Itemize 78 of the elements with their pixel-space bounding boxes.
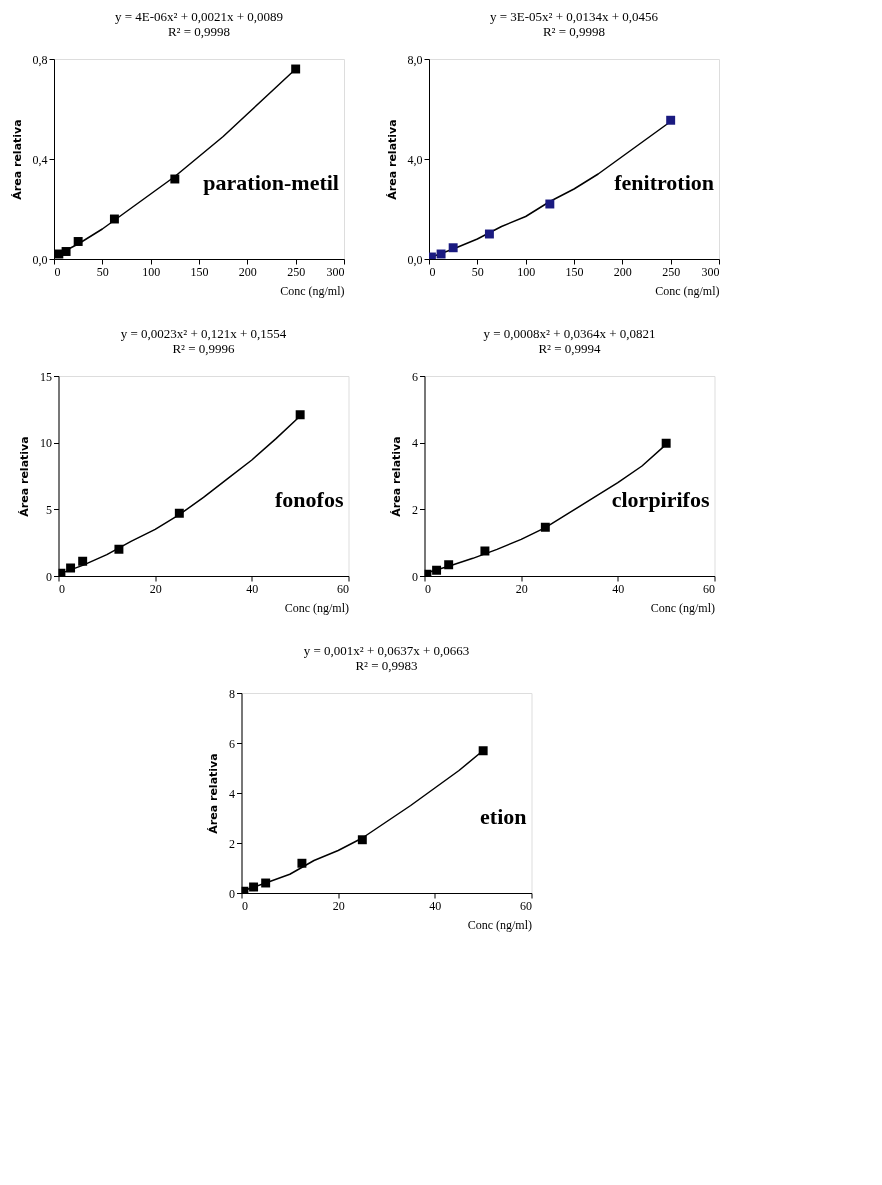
y-axis-title: Área relativa — [390, 436, 403, 517]
y-tick-label: 0,4 — [32, 152, 48, 167]
point — [109, 214, 119, 224]
point — [73, 237, 83, 246]
y-tick-label: 15 — [40, 369, 52, 384]
y-tick-label: 2 — [412, 502, 418, 517]
annotation: clorpirifos — [611, 487, 710, 512]
x-tick-label: 40 — [612, 581, 625, 596]
x-tick-label: 200 — [613, 264, 632, 279]
y-tick-label: 0 — [412, 569, 418, 584]
y-tick-label: 5 — [46, 502, 52, 517]
text: R² = 0,9994 — [538, 341, 602, 356]
y-axis-title: Área relativa — [18, 436, 31, 517]
y-tick-label: 8,0 — [407, 52, 423, 67]
x-axis-title: Conc (ng/ml) — [650, 600, 715, 615]
point — [666, 115, 676, 125]
x-axis-title: Conc (ng/ml) — [280, 283, 345, 298]
x-tick-label: 250 — [287, 264, 306, 279]
x-tick-label: 40 — [246, 581, 259, 596]
y-tick-label: 0,8 — [32, 52, 48, 67]
y-tick-label: 4 — [229, 786, 235, 801]
x-tick-label: 40 — [429, 898, 442, 913]
x-tick-label: 50 — [96, 264, 109, 279]
text: y = 0,001x² + 0,0637x + 0,0663 — [303, 643, 470, 658]
x-tick-label: 0 — [429, 264, 436, 279]
text: y = 3E-05x² + 0,0134x + 0,0456 — [489, 9, 659, 24]
text: R² = 0,9983 — [355, 658, 418, 673]
point — [170, 174, 180, 184]
x-tick-label: 100 — [517, 264, 536, 279]
x-tick-label: 150 — [565, 264, 584, 279]
x-tick-label: 0 — [242, 898, 248, 913]
x-tick-label: 150 — [190, 264, 209, 279]
point — [484, 229, 494, 239]
x-tick-label: 20 — [515, 581, 528, 596]
x-tick-label: 0 — [59, 581, 65, 596]
y-tick-label: 8 — [229, 686, 235, 701]
y-tick-label: 0 — [46, 569, 52, 584]
y-tick-label: 2 — [229, 836, 235, 851]
y-axis-title: Área relativa — [10, 119, 24, 200]
point — [291, 64, 301, 74]
annotation: paration-metil — [203, 170, 339, 195]
x-tick-label: 60 — [520, 898, 532, 913]
y-tick-label: 0,0 — [407, 252, 423, 267]
x-tick-label: 50 — [471, 264, 484, 279]
text: y = 0,0023x² + 0,121x + 0,1554 — [120, 326, 287, 341]
text: R² = 0,9998 — [542, 24, 606, 39]
text: R² = 0,9998 — [167, 24, 231, 39]
y-axis-title: Área relativa — [207, 753, 220, 834]
point — [61, 247, 71, 256]
y-tick-label: 0 — [229, 886, 235, 901]
text: R² = 0,9996 — [172, 341, 236, 356]
x-tick-label: 60 — [337, 581, 349, 596]
y-axis-title: Área relativa — [385, 119, 399, 200]
x-axis-title: Conc (ng/ml) — [655, 283, 720, 298]
x-tick-label: 300 — [701, 264, 720, 279]
point — [436, 249, 446, 259]
x-tick-label: 250 — [662, 264, 681, 279]
text: y = 4E-06x² + 0,0021x + 0,0089 — [114, 9, 284, 24]
x-tick-label: 20 — [332, 898, 345, 913]
y-tick-label: 10 — [40, 436, 52, 451]
annotation: fonofos — [275, 487, 344, 512]
x-axis-title: Conc (ng/ml) — [284, 600, 349, 615]
x-tick-label: 300 — [326, 264, 345, 279]
y-tick-label: 6 — [412, 369, 418, 384]
x-tick-label: 60 — [703, 581, 715, 596]
y-tick-label: 4 — [412, 436, 418, 451]
y-tick-label: 6 — [229, 736, 235, 751]
x-tick-label: 100 — [142, 264, 161, 279]
annotation: etion — [480, 804, 527, 829]
x-tick-label: 20 — [149, 581, 162, 596]
annotation: fenitrotion — [614, 170, 714, 195]
point — [448, 243, 458, 253]
x-axis-title: Conc (ng/ml) — [467, 917, 532, 932]
text: y = 0,0008x² + 0,0364x + 0,0821 — [483, 326, 656, 341]
y-tick-label: 0,0 — [32, 252, 48, 267]
x-tick-label: 200 — [238, 264, 257, 279]
point — [545, 199, 555, 209]
y-tick-label: 4,0 — [407, 152, 423, 167]
